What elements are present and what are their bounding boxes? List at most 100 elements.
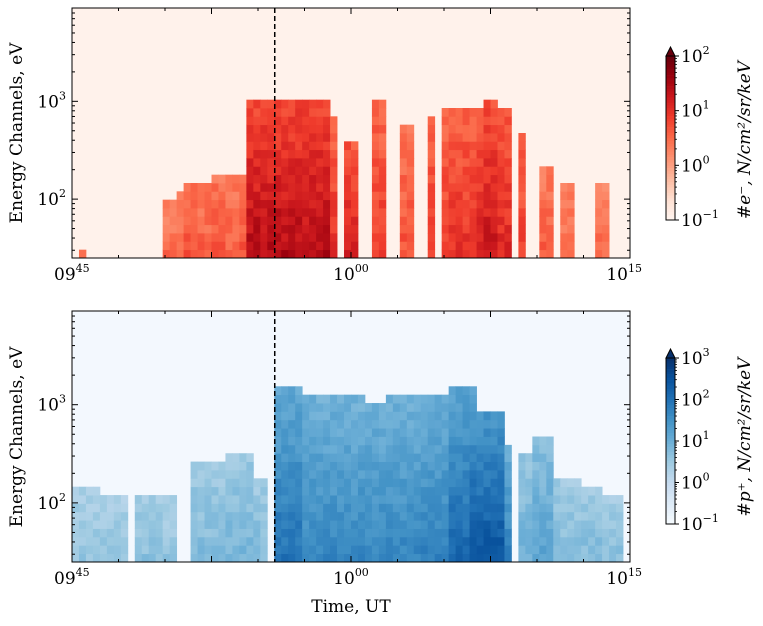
heatmap-cell (218, 478, 226, 488)
heatmap-cell (351, 436, 359, 446)
heatmap-cell (260, 183, 268, 192)
heatmap-cell (455, 386, 464, 396)
colorbar-segment (666, 138, 675, 142)
heatmap-cell (337, 486, 345, 496)
heatmap-cell (434, 444, 443, 454)
heatmap-cell (518, 149, 526, 159)
heatmap-cell (134, 528, 143, 538)
colorbar-segment (666, 184, 675, 188)
heatmap-cell (448, 545, 457, 555)
heatmap-cell (560, 536, 568, 546)
heatmap-cell (462, 394, 470, 404)
colorbar-tick-label: 10−1 (681, 208, 719, 231)
heatmap-cell (232, 224, 240, 234)
heatmap-cell (155, 511, 164, 521)
heatmap-cell (616, 528, 624, 538)
heatmap-cell (525, 495, 533, 504)
heatmap-cell (302, 536, 310, 546)
heatmap-cell (448, 166, 457, 176)
heatmap-cell (413, 511, 422, 521)
heatmap-cell (232, 183, 240, 192)
heatmap-cell (539, 503, 547, 513)
heatmap-cell (476, 233, 484, 242)
heatmap-cell (78, 545, 87, 555)
heatmap-cell (190, 478, 198, 488)
heatmap-cell (483, 444, 491, 454)
heatmap-cell (323, 520, 331, 529)
heatmap-cell (344, 436, 352, 446)
heatmap-cell (504, 158, 512, 167)
heatmap-cell (441, 208, 450, 217)
heatmap-cell (309, 108, 317, 117)
heatmap-cell (239, 511, 247, 521)
heatmap-cell (274, 503, 282, 513)
heatmap-cell (602, 495, 610, 504)
heatmap-cell (295, 158, 303, 167)
heatmap-cell (441, 453, 450, 462)
heatmap-cell (260, 191, 268, 201)
heatmap-cell (490, 461, 498, 471)
heatmap-cell (211, 224, 219, 234)
heatmap-cell (351, 428, 359, 437)
heatmap-cell (469, 199, 477, 209)
heatmap-cell (483, 520, 491, 529)
heatmap-cell (427, 174, 436, 184)
heatmap-cell (378, 545, 387, 555)
heatmap-cell (274, 411, 282, 421)
heatmap-cell (357, 478, 366, 488)
heatmap-cell (371, 469, 380, 479)
heatmap-cell (120, 495, 129, 504)
heatmap-cell (218, 249, 226, 259)
heatmap-cell (260, 503, 268, 513)
heatmap-cell (567, 495, 575, 504)
colorbar-segment (666, 441, 675, 445)
heatmap-cell (455, 428, 464, 437)
heatmap-cell (406, 511, 415, 521)
heatmap-cell (385, 495, 394, 504)
colorbar-segment (666, 64, 675, 68)
heatmap-cell (490, 149, 498, 159)
heatmap-cell (99, 553, 108, 563)
heatmap-cell (246, 536, 254, 546)
heatmap-cell (302, 453, 310, 462)
heatmap-cell (399, 444, 408, 454)
heatmap-cell (344, 158, 352, 167)
heatmap-cell (455, 419, 464, 429)
heatmap-cell (295, 469, 303, 479)
heatmap-cell (281, 386, 289, 396)
heatmap-cell (232, 511, 240, 521)
heatmap-cell (288, 444, 296, 454)
heatmap-cell (448, 553, 457, 563)
heatmap-cell (455, 233, 464, 242)
heatmap-cell (497, 553, 505, 563)
heatmap-cell (204, 520, 212, 529)
heatmap-cell (462, 249, 470, 259)
heatmap-cell (72, 503, 80, 513)
heatmap-cell (246, 116, 254, 126)
heatmap-cell (211, 233, 219, 242)
heatmap-cell (518, 233, 526, 242)
heatmap-cell (351, 241, 359, 251)
colorbar-segment (666, 214, 675, 218)
heatmap-cell (497, 469, 505, 479)
heatmap-cell (504, 453, 512, 462)
colorbar-segment (666, 170, 675, 174)
heatmap-cell (218, 553, 226, 563)
heatmap-cell (567, 503, 575, 513)
heatmap-cell (441, 511, 450, 521)
heatmap-cell (288, 141, 296, 151)
heatmap-cell (462, 233, 470, 242)
heatmap-cell (323, 183, 331, 192)
heatmap-cell (309, 199, 317, 209)
heatmap-cell (211, 249, 219, 259)
heatmap-cell (351, 174, 359, 184)
heatmap-cell (441, 249, 450, 259)
heatmap-cell (434, 478, 443, 488)
heatmap-cell (295, 528, 303, 538)
heatmap-cell (483, 411, 491, 421)
heatmap-cell (295, 166, 303, 176)
heatmap-cell (441, 116, 450, 126)
heatmap-cell (476, 453, 484, 462)
heatmap-cell (288, 520, 296, 529)
heatmap-cell (330, 444, 338, 454)
